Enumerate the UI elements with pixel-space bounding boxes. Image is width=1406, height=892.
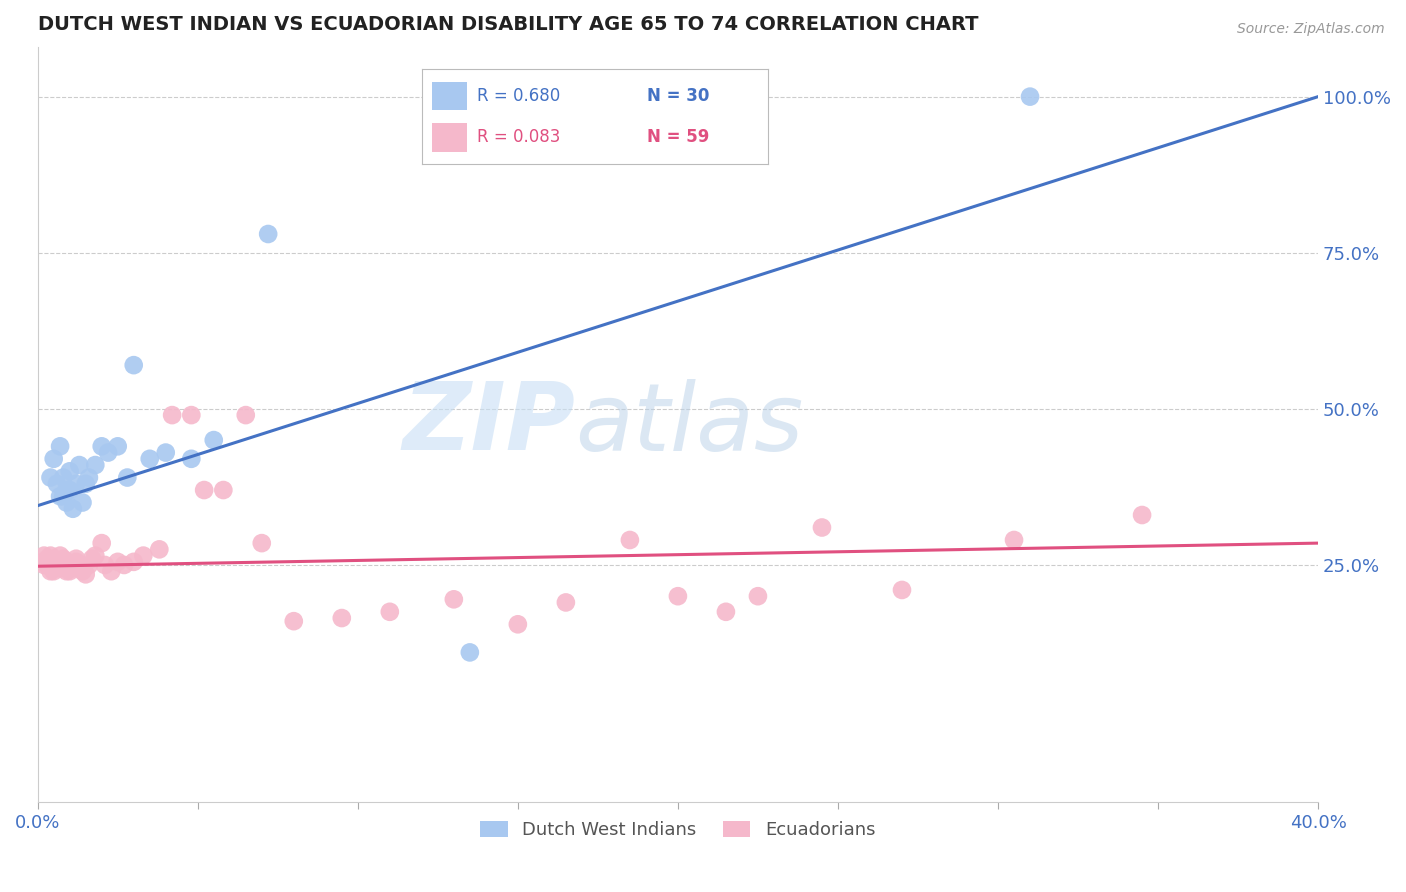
Point: [122, 555, 145, 569]
Point: [55, 564, 77, 578]
Point: [42, 551, 65, 566]
Point: [443, 592, 465, 607]
Point: [52, 470, 75, 484]
Point: [458, 645, 481, 659]
Point: [1130, 508, 1153, 522]
Point: [283, 614, 305, 628]
Point: [39, 555, 62, 569]
Point: [97, 445, 120, 459]
Point: [62, 561, 84, 575]
Point: [55, 483, 77, 497]
Point: [49, 489, 72, 503]
Point: [100, 564, 122, 578]
Text: Source: ZipAtlas.com: Source: ZipAtlas.com: [1237, 22, 1385, 37]
Point: [155, 445, 177, 459]
Point: [811, 520, 834, 534]
Point: [180, 408, 202, 422]
Point: [65, 476, 87, 491]
Point: [62, 558, 84, 572]
Point: [506, 617, 529, 632]
Point: [193, 483, 215, 497]
Point: [59, 483, 82, 497]
Point: [49, 549, 72, 563]
Point: [90, 536, 112, 550]
Point: [554, 595, 576, 609]
Text: atlas: atlas: [575, 379, 804, 470]
Point: [77, 470, 100, 484]
Point: [62, 501, 84, 516]
Point: [67, 458, 90, 472]
Point: [49, 439, 72, 453]
Point: [75, 476, 97, 491]
Point: [39, 470, 62, 484]
Point: [94, 558, 117, 572]
Point: [42, 561, 65, 575]
Point: [59, 558, 82, 572]
Point: [378, 605, 401, 619]
Point: [107, 439, 129, 453]
Point: [67, 558, 90, 572]
Point: [52, 558, 75, 572]
Text: ZIP: ZIP: [402, 378, 575, 470]
Point: [39, 564, 62, 578]
Point: [37, 551, 59, 566]
Point: [82, 551, 104, 566]
Point: [235, 408, 257, 422]
Point: [42, 564, 65, 578]
Point: [45, 558, 67, 572]
Point: [75, 567, 97, 582]
Point: [132, 549, 155, 563]
Point: [77, 558, 100, 572]
Point: [202, 433, 225, 447]
Point: [257, 227, 280, 241]
Point: [59, 464, 82, 478]
Point: [55, 495, 77, 509]
Point: [32, 555, 55, 569]
Point: [55, 555, 77, 569]
Point: [72, 564, 94, 578]
Point: [212, 483, 235, 497]
Point: [122, 358, 145, 372]
Point: [45, 555, 67, 569]
Point: [90, 439, 112, 453]
Point: [65, 551, 87, 566]
Point: [148, 542, 170, 557]
Point: [42, 451, 65, 466]
Point: [330, 611, 353, 625]
Text: DUTCH WEST INDIAN VS ECUADORIAN DISABILITY AGE 65 TO 74 CORRELATION CHART: DUTCH WEST INDIAN VS ECUADORIAN DISABILI…: [38, 15, 979, 34]
Point: [65, 555, 87, 569]
Point: [45, 476, 67, 491]
Point: [52, 551, 75, 566]
Point: [117, 470, 139, 484]
Point: [37, 558, 59, 572]
Point: [107, 555, 129, 569]
Point: [84, 549, 107, 563]
Point: [138, 451, 160, 466]
Point: [250, 536, 273, 550]
Point: [747, 589, 769, 603]
Point: [32, 558, 55, 572]
Point: [891, 582, 914, 597]
Point: [52, 489, 75, 503]
Point: [1019, 89, 1042, 103]
Point: [160, 408, 183, 422]
Point: [714, 605, 737, 619]
Point: [59, 564, 82, 578]
Point: [180, 451, 202, 466]
Point: [84, 458, 107, 472]
Point: [39, 549, 62, 563]
Point: [619, 533, 641, 547]
Point: [112, 558, 135, 572]
Point: [32, 549, 55, 563]
Point: [666, 589, 689, 603]
Point: [72, 495, 94, 509]
Point: [49, 561, 72, 575]
Legend: Dutch West Indians, Ecuadorians: Dutch West Indians, Ecuadorians: [474, 814, 883, 847]
Point: [1002, 533, 1025, 547]
